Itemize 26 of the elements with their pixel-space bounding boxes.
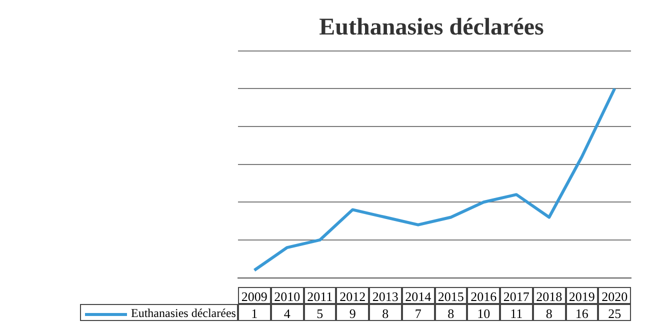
data-label: 11 [500, 304, 533, 321]
x-tick-label: 2017 [500, 287, 533, 304]
data-label: 7 [402, 304, 434, 321]
data-label: 4 [270, 304, 304, 321]
x-tick-label: 2014 [402, 287, 434, 304]
legend-label: Euthanasies déclarées [131, 306, 236, 320]
x-tick-label: 2015 [434, 287, 468, 304]
data-label: 10 [467, 304, 500, 321]
data-label: 8 [532, 304, 566, 321]
data-label: 8 [434, 304, 468, 321]
data-label: 25 [598, 304, 631, 321]
data-label: 9 [336, 304, 369, 321]
data-label: 8 [369, 304, 402, 321]
x-tick-label: 2010 [270, 287, 304, 304]
x-tick-label: 2020 [598, 287, 631, 304]
x-tick-label: 2018 [532, 287, 566, 304]
x-tick-label: 2012 [336, 287, 369, 304]
x-tick-label: 2016 [467, 287, 500, 304]
data-label: 1 [238, 304, 271, 321]
data-label: 5 [304, 304, 336, 321]
data-label: 16 [566, 304, 598, 321]
x-tick-label: 2011 [304, 287, 336, 304]
chart-title: Euthanasies déclarées [319, 14, 544, 41]
x-tick-label: 2013 [369, 287, 402, 304]
x-tick-label: 2019 [566, 287, 598, 304]
x-tick-label: 2009 [238, 287, 271, 304]
